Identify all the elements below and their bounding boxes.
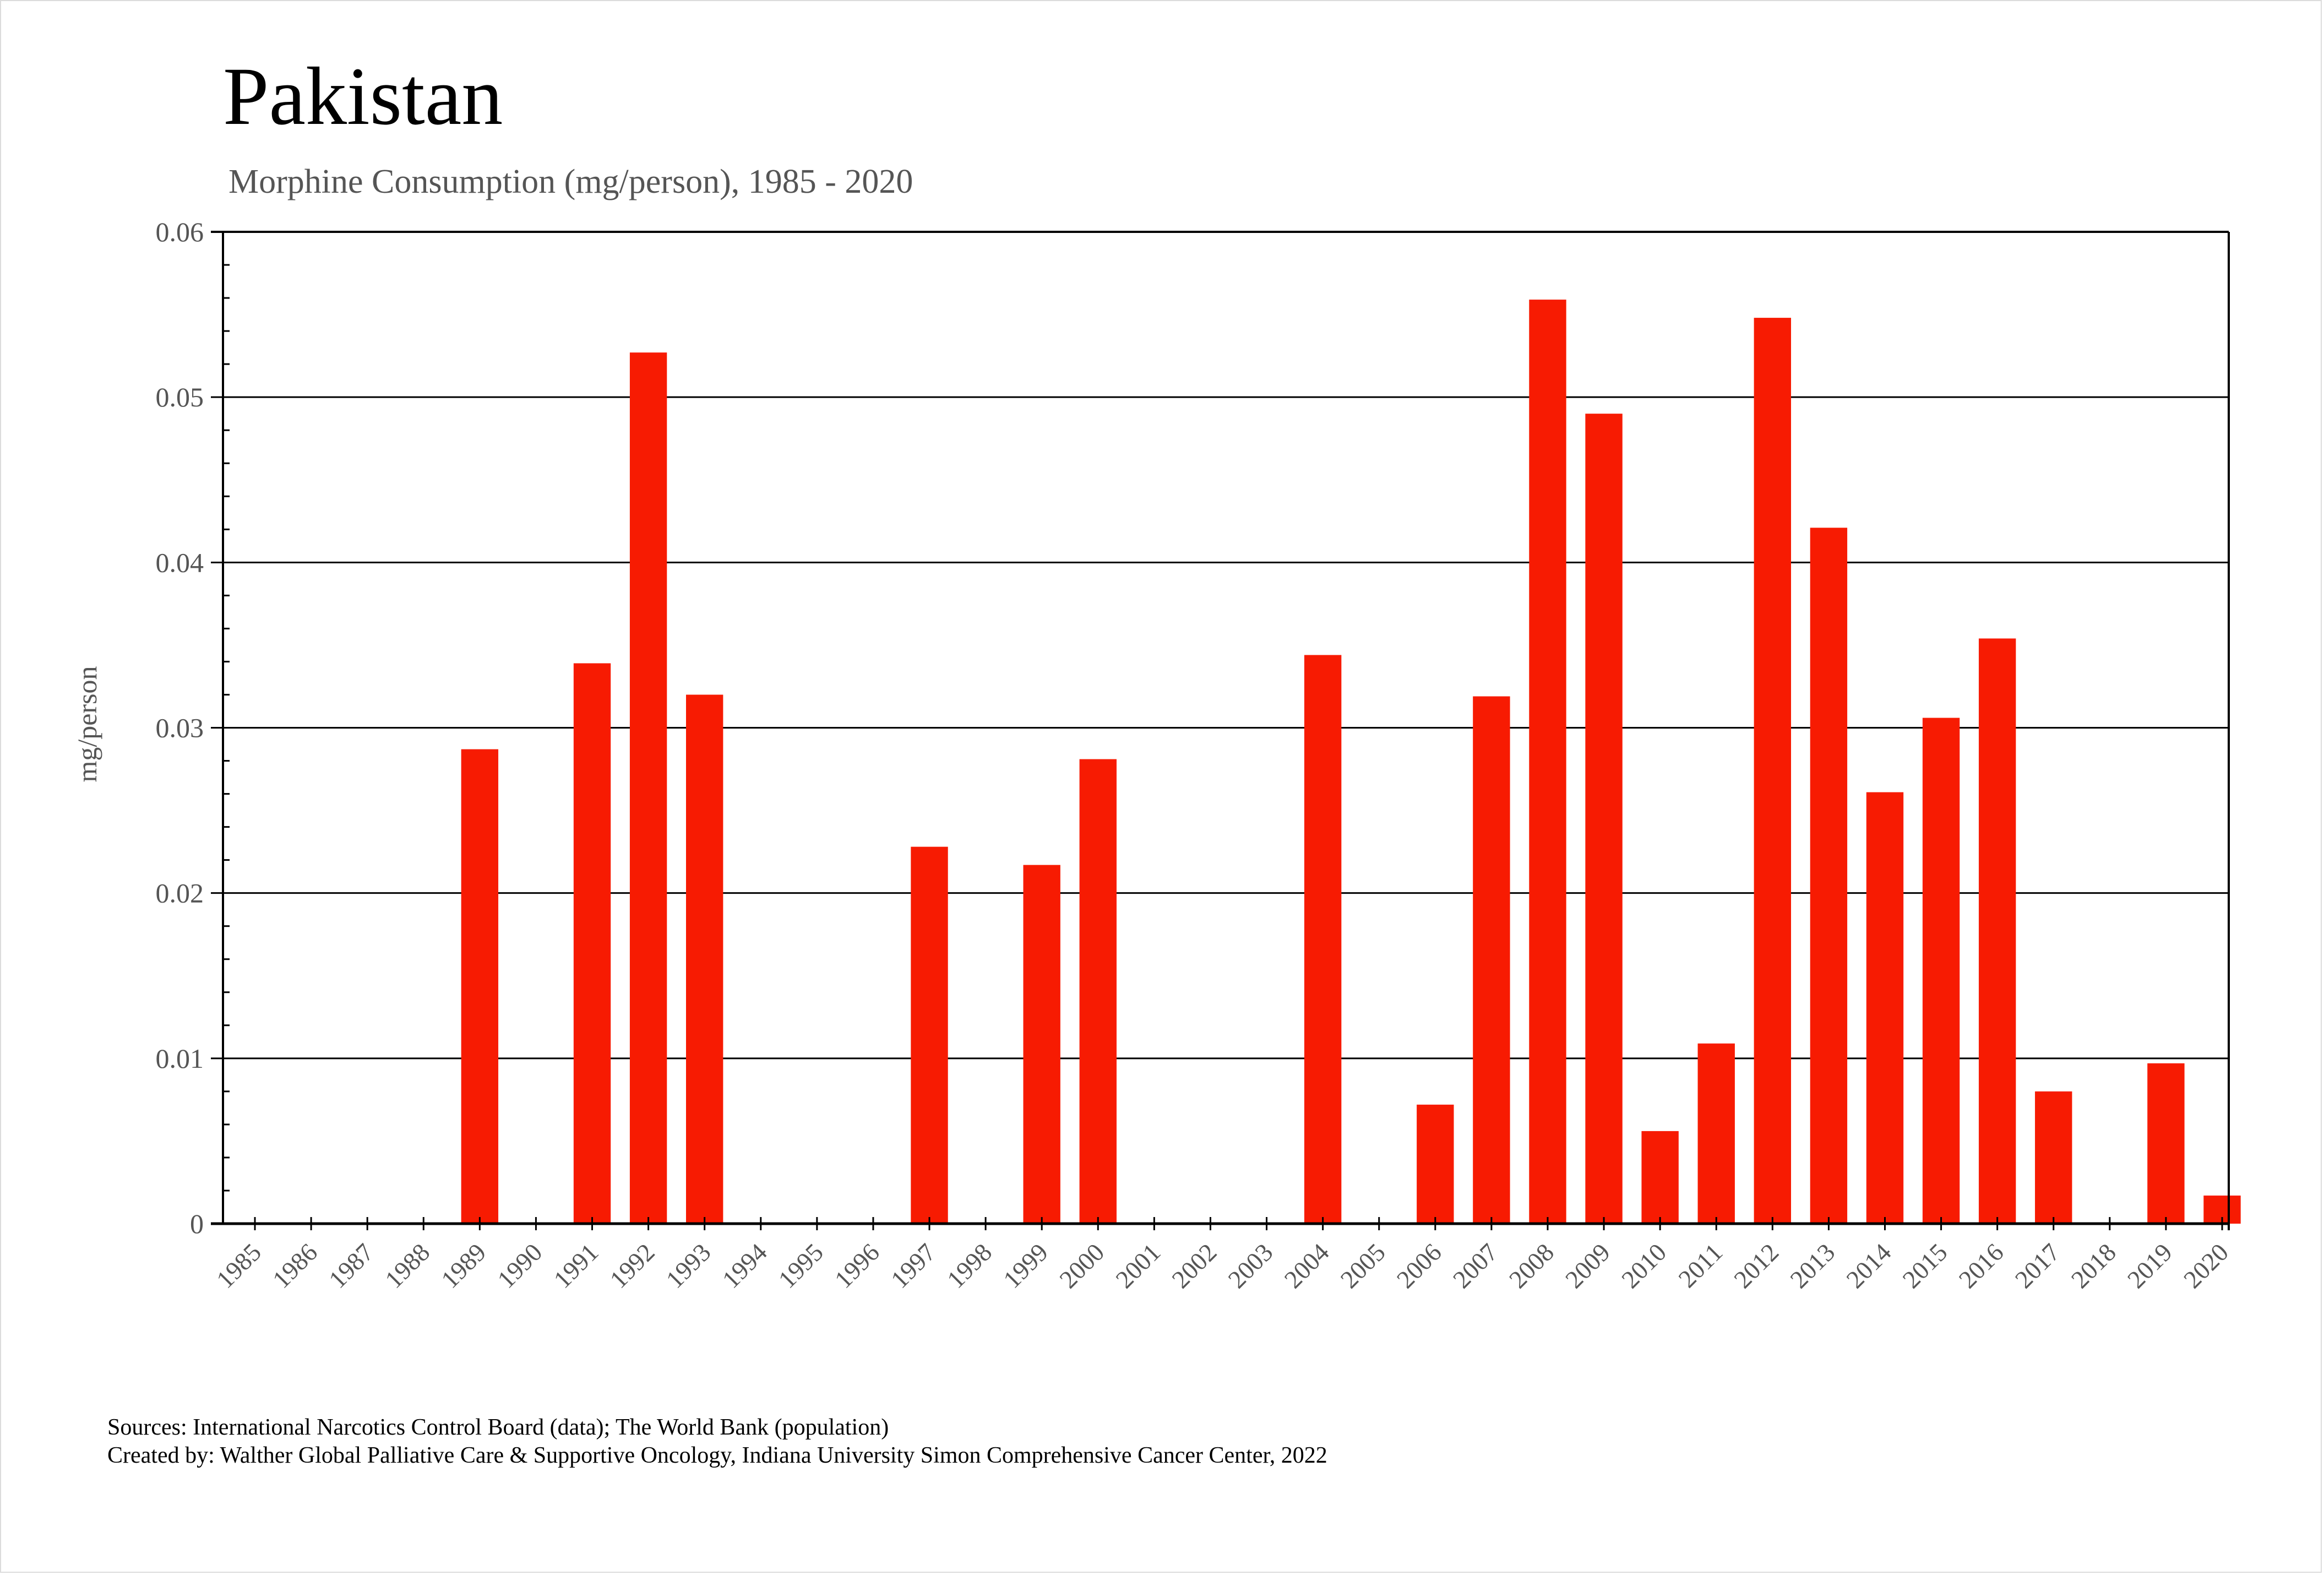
bar-1997 <box>911 846 948 1224</box>
x-tick-label: 1989 <box>436 1238 491 1294</box>
x-tick-label: 2005 <box>1335 1238 1391 1294</box>
bar-2015 <box>1922 718 1960 1224</box>
x-tick-label: 1994 <box>717 1238 772 1294</box>
x-tick-label: 1999 <box>998 1238 1053 1294</box>
bar-2016 <box>1978 638 2016 1224</box>
x-tick-label: 1985 <box>211 1238 266 1294</box>
x-tick-label: 2004 <box>1279 1238 1335 1294</box>
x-tick-label: 2019 <box>2122 1238 2178 1294</box>
bar-2013 <box>1810 528 1848 1224</box>
bar-2019 <box>2147 1063 2185 1224</box>
x-tick-label: 2020 <box>2178 1238 2234 1294</box>
x-tick-label: 1993 <box>661 1238 716 1294</box>
x-tick-label: 2009 <box>1560 1238 1615 1294</box>
footer-sources: Sources: International Narcotics Control… <box>107 1415 889 1440</box>
y-tick-label: 0.06 <box>156 216 204 247</box>
chart-subtitle: Morphine Consumption (mg/person), 1985 -… <box>228 163 913 200</box>
bar-2006 <box>1417 1104 1454 1224</box>
y-tick-labels: 0 0.01 0.02 0.03 0.04 0.05 0.06 <box>156 216 204 1239</box>
bar-2009 <box>1585 414 1623 1224</box>
x-tick-label: 2000 <box>1054 1238 1109 1294</box>
x-tick-label: 2010 <box>1616 1238 1672 1294</box>
bar-2004 <box>1304 655 1342 1224</box>
bars <box>461 300 2241 1224</box>
bar-2008 <box>1529 300 1566 1224</box>
y-axis-label: mg/person <box>72 666 102 782</box>
x-tick-label: 1992 <box>605 1238 660 1294</box>
bar-1999 <box>1023 865 1060 1224</box>
bar-2007 <box>1473 696 1510 1224</box>
bar-2010 <box>1641 1131 1679 1224</box>
x-tick-label: 2002 <box>1166 1238 1222 1294</box>
bar-2017 <box>2035 1091 2072 1224</box>
x-tick-label: 1990 <box>492 1238 547 1294</box>
x-tick-label: 2013 <box>1784 1238 1840 1294</box>
y-tick-label: 0 <box>190 1208 204 1239</box>
bar-2011 <box>1697 1043 1735 1224</box>
x-tick-label: 2012 <box>1728 1238 1784 1294</box>
x-tick-label: 2014 <box>1841 1238 1896 1294</box>
bar-1991 <box>573 663 611 1224</box>
x-tick-label: 1986 <box>267 1238 323 1294</box>
x-tick-label: 2003 <box>1222 1238 1278 1294</box>
axes <box>211 231 2230 1230</box>
x-tick-label: 2011 <box>1673 1238 1728 1293</box>
x-tick-label: 2001 <box>1110 1238 1166 1294</box>
y-tick-label: 0.02 <box>156 878 204 909</box>
y-tick-label: 0.05 <box>156 382 204 412</box>
bar-2014 <box>1866 792 1904 1224</box>
bar-2012 <box>1754 318 1792 1224</box>
x-tick-label: 1996 <box>829 1238 885 1294</box>
x-tick-label: 1987 <box>323 1238 379 1294</box>
bar-1993 <box>685 694 723 1224</box>
x-tick-label: 2008 <box>1504 1238 1559 1294</box>
y-tick-label: 0.03 <box>156 713 204 743</box>
bar-1992 <box>629 352 667 1224</box>
y-tick-label: 0.04 <box>156 547 204 578</box>
x-tick-label: 2016 <box>1953 1238 2009 1294</box>
bar-1989 <box>461 749 499 1224</box>
chart-title: Pakistan <box>223 51 503 142</box>
x-tick-label: 1997 <box>885 1238 941 1294</box>
x-tick-label: 1988 <box>379 1238 435 1294</box>
x-tick-label: 2017 <box>2010 1238 2065 1294</box>
x-tick-label: 1995 <box>773 1238 829 1294</box>
x-tick-labels: 1985 1986 1987 1988 1989 1990 1991 1992 1993 1994… <box>211 1238 2234 1294</box>
bar-2000 <box>1079 759 1117 1224</box>
x-tick-label: 2006 <box>1391 1238 1447 1294</box>
x-tick-label: 1991 <box>548 1238 603 1294</box>
footer-credit: Created by: Walther Global Palliative Ca… <box>107 1443 1327 1468</box>
x-tick-label: 2015 <box>1897 1238 1953 1294</box>
x-tick-label: 1998 <box>941 1238 997 1294</box>
x-tick-label: 2007 <box>1447 1238 1503 1294</box>
y-tick-label: 0.01 <box>156 1043 204 1074</box>
x-tick-label: 2018 <box>2066 1238 2121 1294</box>
